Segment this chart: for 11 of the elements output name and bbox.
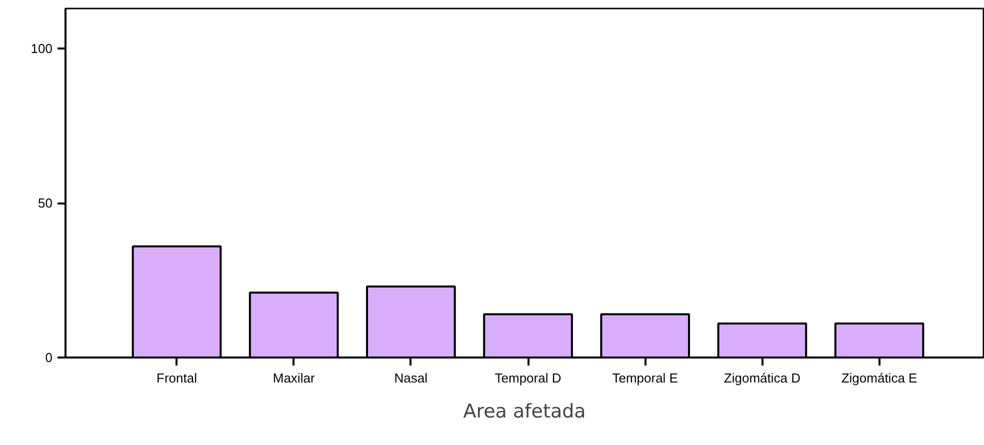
- x-tick-label: Nasal: [394, 370, 428, 386]
- x-tick-label: Zigomática E: [841, 370, 918, 386]
- y-tick-label: 50: [38, 196, 53, 211]
- x-tick-label: Temporal D: [494, 370, 562, 386]
- y-tick-label: 100: [30, 41, 53, 56]
- x-tick-label: Temporal E: [612, 370, 678, 386]
- x-tick-label: Maxilar: [272, 370, 316, 386]
- x-axis-title: Area afetada: [463, 400, 586, 422]
- x-tick-label: Zigomática D: [724, 370, 800, 386]
- x-tick-label: Frontal: [156, 370, 198, 386]
- y-tick-label: 0: [45, 350, 53, 365]
